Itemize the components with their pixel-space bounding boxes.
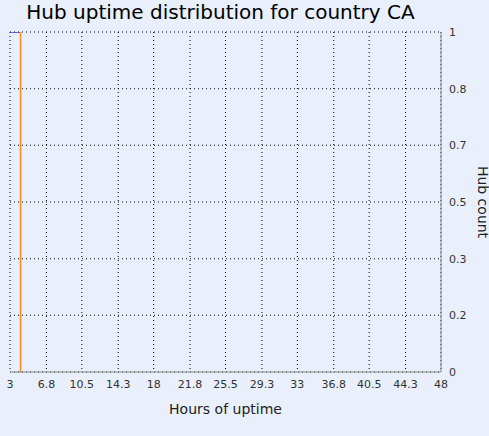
svg-text:6.8: 6.8 bbox=[38, 378, 56, 391]
svg-text:18: 18 bbox=[147, 378, 161, 391]
svg-text:36.8: 36.8 bbox=[321, 378, 346, 391]
svg-text:0.8: 0.8 bbox=[449, 83, 467, 96]
svg-text:48: 48 bbox=[434, 378, 448, 391]
svg-text:29.3: 29.3 bbox=[250, 378, 275, 391]
svg-text:40.5: 40.5 bbox=[357, 378, 382, 391]
svg-text:Hours of uptime: Hours of uptime bbox=[169, 401, 282, 417]
svg-text:14.3: 14.3 bbox=[106, 378, 131, 391]
svg-text:0.3: 0.3 bbox=[449, 253, 467, 266]
svg-text:25.5: 25.5 bbox=[213, 378, 238, 391]
html-text:Hub uptime distribution for co: Hub uptime distribution for country CA bbox=[26, 0, 415, 24]
svg-text:0: 0 bbox=[449, 366, 456, 379]
svg-text:0.5: 0.5 bbox=[449, 196, 467, 209]
svg-text:3: 3 bbox=[8, 378, 14, 391]
svg-text:33: 33 bbox=[290, 378, 304, 391]
svg-text:Hub count: Hub count bbox=[475, 166, 481, 239]
svg-text:1: 1 bbox=[449, 26, 456, 39]
svg-text:21.8: 21.8 bbox=[178, 378, 203, 391]
svg-text:0.7: 0.7 bbox=[449, 139, 467, 152]
svg-text:10.5: 10.5 bbox=[70, 378, 95, 391]
svg-text:44.3: 44.3 bbox=[393, 378, 418, 391]
svg-text:0.2: 0.2 bbox=[449, 309, 467, 322]
